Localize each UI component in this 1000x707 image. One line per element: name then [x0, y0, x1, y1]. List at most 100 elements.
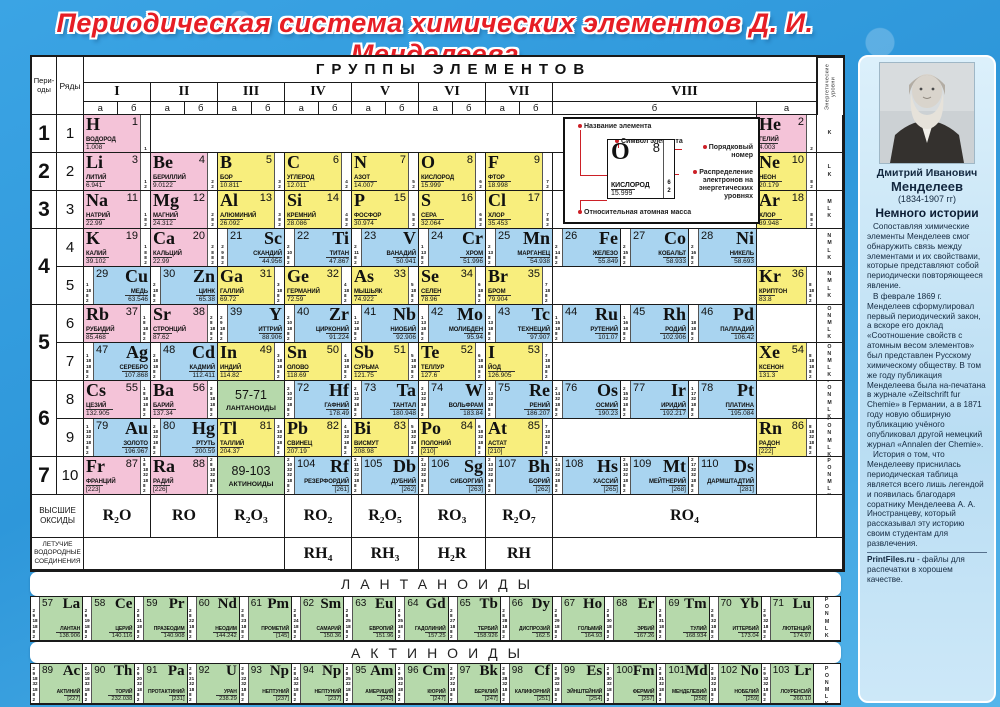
- electron-shells: 2 14 8 2: [553, 229, 563, 266]
- legend-sample-mass: 15.999: [611, 189, 636, 197]
- element-symbol: Y: [269, 305, 282, 324]
- element-name: РАДИЙ: [153, 479, 174, 485]
- element-cell-body: Kr 36 КРИПТОН 83.8: [757, 267, 806, 304]
- atomic-mass: 26.092: [220, 219, 243, 227]
- element-name: ТИТАН: [329, 251, 350, 257]
- element-name: БРОМ: [488, 289, 506, 295]
- element-cell-body: 21 Sc СКАНДИЙ 44.956: [228, 229, 284, 266]
- legend-connector-line: [580, 200, 607, 212]
- element-cell-top: Po 84: [421, 419, 473, 437]
- element-cell-Tb-65: 2 8 27 18 8 2 65 Tb ТЕРБИЙ 158.926: [448, 597, 501, 641]
- element-symbol: Rn: [759, 419, 783, 438]
- element-name: МАГНИЙ: [153, 213, 179, 219]
- electron-shells: 2 8 21 18 8 2: [135, 597, 145, 640]
- element-cell-body: 30 Zn ЦИНК 65.38: [161, 267, 217, 304]
- element-cell-Pb-82: 4 18 32 18 8 2 Pb 82 СВИНЕЦ 207.19: [285, 419, 352, 457]
- atomic-mass: 47.867: [326, 257, 349, 265]
- atomic-mass: [262]: [532, 485, 550, 493]
- element-cell-top: Tl 81: [220, 419, 272, 437]
- electron-shells: 3 8 2: [274, 191, 284, 228]
- element-cell-Co-27: 2 15 8 2 27 Co КОБАЛЬТ 58.933: [621, 229, 689, 267]
- electron-shells: 2 8 23 18 8 2: [239, 597, 249, 640]
- atomic-number: 43: [498, 306, 511, 318]
- element-cell-Ds-110: 2 17 32 32 18 8 2 110 Ds ДАРМШТАДТИЙ [281]: [689, 457, 757, 495]
- element-symbol: Mo: [457, 305, 483, 324]
- element-symbol: Cu: [124, 267, 148, 286]
- legend-sample-shells: 6 2: [663, 140, 674, 198]
- element-symbol: As: [354, 267, 375, 286]
- element-name: БЕРКЛИЙ: [474, 689, 498, 695]
- element-cell-top: 47 Ag: [96, 343, 148, 361]
- element-cell-top: 60 Nd: [198, 597, 237, 612]
- element-cell-top: Ra 88: [153, 457, 205, 475]
- element-cell-body: Ge 32 ГЕРМАНИЙ 72.59: [285, 267, 341, 304]
- element-cell-La-57: 2 9 18 18 8 2 57 La ЛАНТАН 138.906: [31, 597, 84, 641]
- element-name: СЕЛЕН: [421, 289, 442, 295]
- element-cell-He-2: 2 He 2 ГЕЛИЙ 4.003: [757, 115, 817, 153]
- element-name: БАРИЙ: [153, 403, 174, 409]
- element-symbol: Bh: [527, 457, 550, 476]
- electron-shells: 2 9 32 32 18 8 2: [761, 664, 771, 703]
- rows-header: Ряды: [57, 57, 84, 115]
- empty-cell: [757, 457, 817, 495]
- atomic-number: 54: [791, 344, 804, 356]
- atomic-number: 58: [94, 598, 106, 609]
- oxide-formula: RO₃: [419, 495, 486, 538]
- element-name: АЗОТ: [354, 175, 370, 181]
- element-symbol: Bk: [479, 664, 498, 679]
- atomic-number: 37: [125, 306, 138, 318]
- element-symbol: In: [220, 343, 238, 362]
- group-header-V: V: [352, 83, 419, 102]
- series-range: 57-71: [235, 387, 267, 402]
- electron-shells: 7 2: [542, 153, 552, 190]
- element-symbol: Rh: [662, 305, 686, 324]
- element-name: ТАНТАЛ: [392, 403, 416, 409]
- element-name: КРИПТОН: [759, 289, 788, 295]
- element-cell-Bk-97: 2 8 27 32 18 8 2 97 Bk БЕРКЛИЙ [247]: [448, 664, 501, 704]
- electron-shells: 18 18 8 2: [689, 305, 699, 342]
- atomic-number: 12: [192, 192, 205, 204]
- element-cell-top: 91 Pa: [146, 664, 184, 679]
- electron-shells: 2 9 18 18 8 2: [31, 597, 40, 640]
- atomic-number: 60: [198, 598, 210, 609]
- shell-letters: O N M L K: [817, 305, 843, 343]
- row-label-1: 1: [57, 115, 84, 153]
- electron-shells: 2 13 32 32 18 8 2: [486, 457, 496, 494]
- element-cell-body: Na 11 НАТРИЙ 22.99: [84, 191, 140, 228]
- element-name: ХЛОР: [759, 213, 776, 219]
- element-symbol: Te: [421, 343, 440, 362]
- element-cell-top: 25 Mn: [498, 229, 550, 247]
- element-cell-top: Ge 32: [287, 267, 339, 285]
- atomic-number: 2: [797, 116, 804, 128]
- electron-shells: 8 8 2: [806, 191, 816, 228]
- element-name: ЭРБИЙ: [637, 626, 655, 632]
- element-cell-top: 80 Hg: [163, 419, 215, 437]
- element-cell-top: 67 Ho: [564, 597, 602, 612]
- element-cell-Pa-91: 2 9 20 32 18 8 2 91 Pa ПРОТАКТИНИЙ [231]: [135, 664, 188, 704]
- element-cell-top: Rb 37: [86, 305, 138, 323]
- element-cell-C-6: 4 2 C 6 УГЛЕРОД 12.011: [285, 153, 352, 191]
- element-cell-top: 62 Sm: [303, 597, 341, 612]
- period-label-3: 3: [32, 191, 57, 229]
- electron-shells: 2 14 32 32 18 8 2: [553, 457, 563, 494]
- atomic-number: 108: [565, 458, 584, 470]
- element-name: СКАНДИЙ: [253, 251, 282, 257]
- element-cell-Se-34: 6 18 8 2 Se 34 СЕЛЕН 78.96: [419, 267, 486, 305]
- atomic-mass: 107.868: [121, 371, 148, 379]
- element-cell-top: 57 La: [42, 597, 80, 612]
- atomic-mass: 137.34: [153, 409, 176, 417]
- electron-shells: 2 8 29 32 18 8 2: [553, 664, 562, 703]
- element-name: ХАССИЙ: [593, 479, 618, 485]
- shell-letters: M L K: [817, 191, 843, 229]
- element-symbol: Fr: [86, 457, 105, 476]
- element-symbol: Tc: [531, 305, 550, 324]
- electron-shells: 8 2: [806, 153, 816, 190]
- oxide-formula: R₂O₇: [486, 495, 553, 538]
- energy-levels-label: Энергетические уровни: [817, 57, 843, 115]
- atomic-number: 110: [701, 458, 719, 470]
- atomic-mass: 102.906: [659, 333, 686, 341]
- element-cell-top: 97 Bk: [460, 664, 498, 679]
